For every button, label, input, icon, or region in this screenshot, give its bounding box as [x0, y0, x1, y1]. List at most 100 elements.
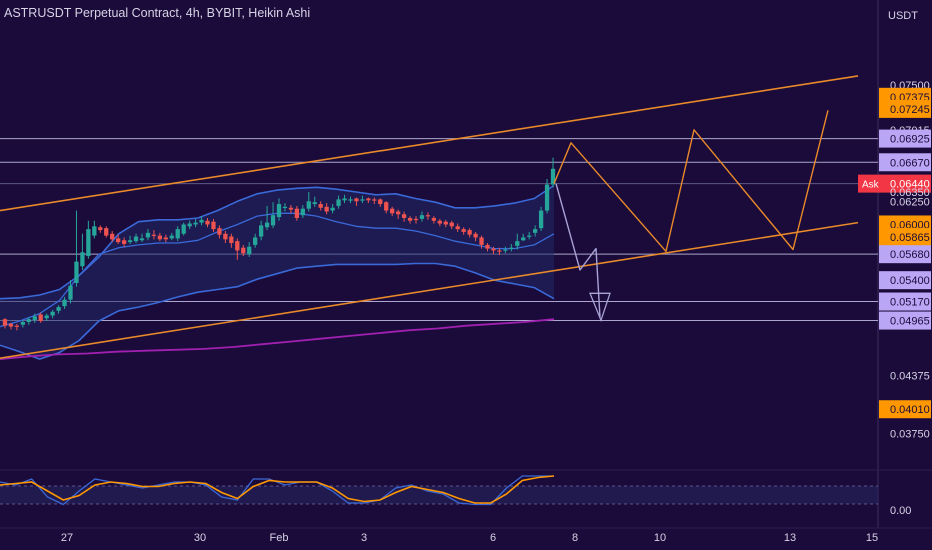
ask-badge [858, 174, 880, 193]
oscillator-band-fill [0, 486, 878, 504]
candle-body [390, 208, 395, 214]
candle-body [276, 204, 282, 218]
price-axis-label: 0.05170 [890, 297, 930, 309]
candle-body [354, 198, 359, 202]
candle-body [348, 199, 353, 201]
candle-body [139, 238, 145, 241]
price-axis-label: 0.07245 [890, 104, 930, 116]
price-axis-label: 0.04010 [890, 404, 930, 416]
candle-body [324, 206, 329, 212]
candle-body [211, 221, 216, 230]
candle-body [503, 249, 508, 251]
price-label-badge [879, 245, 931, 264]
candle-body [378, 199, 383, 205]
candle-body [384, 202, 389, 211]
price-axis-unit: USDT [888, 10, 918, 22]
time-axis-label: 15 [866, 532, 878, 544]
candle-body [419, 215, 425, 219]
price-label-badge [879, 99, 931, 118]
candle-body [264, 222, 270, 228]
candle-body [193, 222, 198, 225]
price-axis-label: 0.05680 [890, 249, 930, 261]
price-axis-label: 0.05400 [890, 275, 930, 287]
bollinger-upper-line [0, 184, 555, 300]
candle-body [217, 228, 222, 235]
time-axis-label: 13 [784, 532, 796, 544]
candle-body [50, 311, 55, 316]
candle-body [437, 220, 442, 224]
projection-down-arrow-line [555, 183, 601, 318]
price-axis-label: 0.04375 [890, 370, 930, 382]
trend-channel-lower-line [0, 221, 859, 359]
candle-body [169, 235, 174, 239]
candle-body [181, 224, 186, 234]
candle-body [258, 225, 264, 237]
candle-body [8, 323, 14, 327]
candle-body [235, 241, 240, 251]
candle-body [407, 217, 413, 221]
time-axis-label: 8 [572, 532, 578, 544]
candle-body [431, 217, 437, 221]
price-label-badge [879, 129, 931, 148]
time-axis-label: 27 [61, 532, 73, 544]
ask-label: Ask [862, 180, 880, 191]
candle-body [121, 240, 127, 244]
bollinger-band-fill [0, 185, 554, 360]
time-axis-label: Feb [270, 532, 289, 544]
candle-body [26, 319, 31, 322]
candle-body [282, 206, 288, 209]
candle-body [288, 207, 294, 210]
candle-body [366, 198, 371, 201]
time-axis-label: 10 [654, 532, 666, 544]
time-axis-label: 30 [194, 532, 206, 544]
candle-body [306, 201, 311, 209]
candle-body [544, 184, 550, 211]
candle-body [491, 248, 496, 251]
time-axis-label: 3 [361, 532, 367, 544]
candle-body [229, 236, 234, 244]
candle-body [32, 316, 37, 321]
candle-body [473, 233, 478, 238]
price-axis-label: 0.06440 [890, 179, 930, 191]
candle-body [110, 233, 115, 240]
candle-body [163, 237, 168, 240]
candle-body [485, 244, 490, 249]
candle-body [175, 229, 180, 239]
candle-body [205, 220, 210, 225]
candle-body [223, 233, 228, 240]
candle-body [372, 199, 377, 201]
price-axis-label: 0.04965 [890, 316, 930, 328]
price-axis-label: 0.06350 [890, 187, 930, 199]
candle-body [199, 219, 204, 223]
candle-body [509, 247, 514, 249]
candle-body [241, 247, 246, 254]
candle-body [68, 285, 73, 300]
candle-body [312, 202, 317, 205]
candle-body [253, 237, 258, 245]
projection-zigzag-line [553, 110, 829, 253]
candle-body [20, 321, 25, 325]
candle-body [336, 199, 341, 206]
chart-title: ASTRUSDT Perpetual Contract, 4h, BYBIT, … [4, 6, 311, 20]
candle-body [80, 252, 85, 267]
bollinger-lower-line [0, 262, 555, 360]
candle-body [56, 307, 61, 311]
candle-body [44, 315, 49, 319]
candle-body [38, 314, 43, 322]
price-label-badge [879, 174, 931, 193]
candle-body [14, 325, 20, 327]
time-axis-label: 6 [490, 532, 496, 544]
oscillator-line [0, 475, 555, 504]
price-label-badge [879, 271, 931, 290]
trend-channel-upper-line [0, 75, 859, 212]
candle-body [86, 229, 91, 257]
candle-body [92, 226, 97, 236]
candle-body [527, 235, 532, 237]
candle-body [497, 250, 502, 252]
candle-body [157, 235, 163, 240]
candle-body [187, 223, 192, 227]
price-label-badge [879, 153, 931, 172]
candle-body [98, 227, 103, 231]
moving-average-line [0, 318, 555, 360]
